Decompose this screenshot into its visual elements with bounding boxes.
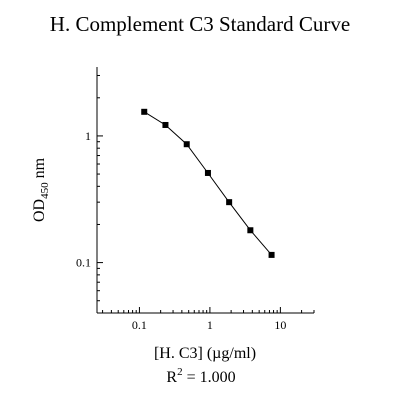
data-point [247, 227, 254, 234]
data-point [226, 199, 233, 206]
y-axis-label: OD450 nm [31, 157, 51, 222]
data-point [162, 121, 169, 128]
r-squared-prefix: R [166, 369, 177, 386]
chart-title: H. Complement C3 Standard Curve [49, 12, 351, 36]
series-layer [141, 108, 275, 258]
r-squared-annotation: R2 = 1.000 [166, 366, 235, 386]
y-tick-label: 0.1 [76, 256, 91, 270]
data-point [183, 141, 190, 148]
x-tick-label: 1 [207, 318, 213, 332]
r-squared-value: = 1.000 [183, 369, 236, 386]
y-axis-label-main: OD [31, 199, 48, 222]
y-axis-label-unit: nm [31, 157, 48, 178]
r-squared-superscript: 2 [177, 366, 183, 378]
x-tick-label: 0.1 [132, 318, 147, 332]
data-point [204, 169, 211, 176]
data-point [268, 251, 275, 258]
x-tick-label: 10 [274, 318, 286, 332]
y-tick-label: 1 [85, 129, 91, 143]
data-point [141, 108, 148, 115]
axes [96, 67, 314, 314]
series-line [143, 111, 272, 256]
y-axis-label-subscript: 450 [39, 182, 51, 199]
ticks: 0.1 1 10 0.1 1 [76, 74, 315, 332]
x-axis-label: [H. C3] (µg/ml) [154, 345, 256, 362]
